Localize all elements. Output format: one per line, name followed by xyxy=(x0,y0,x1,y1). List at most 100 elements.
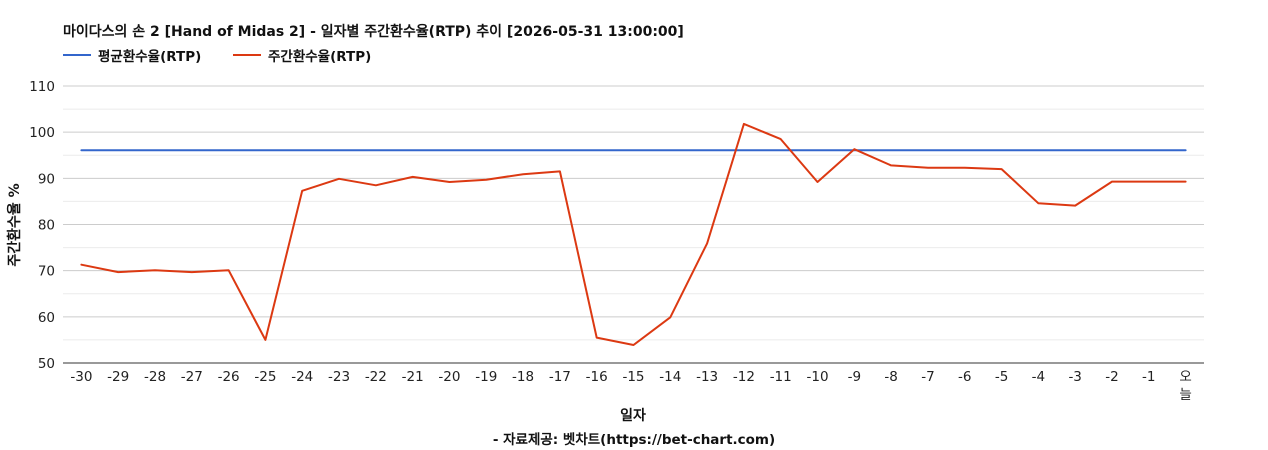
y-tick-label: 60 xyxy=(38,310,55,326)
weekly-rtp-point xyxy=(558,170,561,173)
x-tick-label: -27 xyxy=(181,369,203,385)
y-tick-label: 50 xyxy=(38,356,55,372)
weekly-rtp-point xyxy=(595,336,598,339)
weekly-rtp-point xyxy=(301,189,304,192)
average-rtp-point xyxy=(80,149,83,152)
source-credit: - 자료제공: 벳차트(https://bet-chart.com) xyxy=(492,432,776,448)
weekly-rtp-point xyxy=(80,263,83,266)
x-tick-label: -16 xyxy=(586,369,608,385)
weekly-rtp-point xyxy=(853,148,856,151)
weekly-rtp-point xyxy=(117,270,120,273)
weekly-rtp-point xyxy=(448,180,451,183)
weekly-rtp-point xyxy=(1110,180,1113,183)
weekly-rtp-point xyxy=(1037,202,1040,205)
weekly-rtp-point xyxy=(411,175,414,178)
weekly-rtp-line xyxy=(80,122,1187,346)
average-rtp-point xyxy=(301,149,304,152)
x-tick-label: -7 xyxy=(921,369,934,385)
x-tick-label: -2 xyxy=(1105,369,1118,385)
y-tick-label: 110 xyxy=(29,79,55,95)
x-tick-label: -25 xyxy=(254,369,276,385)
x-axis-title: 일자 xyxy=(620,408,646,424)
x-tick-label: -22 xyxy=(365,369,387,385)
x-tick-label: -5 xyxy=(995,369,1008,385)
x-tick-label: -14 xyxy=(659,369,681,385)
x-tick-label: -1 xyxy=(1142,369,1155,385)
average-rtp-point xyxy=(448,149,451,152)
legend-item-weekly[interactable]: 주간환수율(RTP) xyxy=(233,46,372,65)
x-tick-label: -15 xyxy=(622,369,644,385)
weekly-rtp-point xyxy=(264,338,267,341)
x-tick-label: -10 xyxy=(807,369,829,385)
weekly-rtp-point xyxy=(485,178,488,181)
average-rtp-point xyxy=(706,149,709,152)
average-rtp-point xyxy=(1147,149,1150,152)
average-rtp-point xyxy=(117,149,120,152)
y-tick-label: 70 xyxy=(38,264,55,280)
weekly-rtp-point xyxy=(227,269,230,272)
average-rtp-point xyxy=(558,149,561,152)
weekly-rtp-point xyxy=(190,270,193,273)
legend-swatch-average xyxy=(63,54,91,56)
weekly-rtp-point xyxy=(742,122,745,125)
average-rtp-point xyxy=(1110,149,1113,152)
average-rtp-point xyxy=(1184,149,1187,152)
average-rtp-point xyxy=(227,149,230,152)
average-rtp-point xyxy=(963,149,966,152)
average-rtp-point xyxy=(669,149,672,152)
average-rtp-point xyxy=(1037,149,1040,152)
x-tick-label: -18 xyxy=(512,369,534,385)
x-tick-label: -6 xyxy=(958,369,971,385)
x-tick-label: -24 xyxy=(291,369,313,385)
average-rtp-point xyxy=(816,149,819,152)
x-tick-label: -17 xyxy=(549,369,571,385)
weekly-rtp-point xyxy=(1074,204,1077,207)
legend-item-average[interactable]: 평균환수율(RTP) xyxy=(63,46,202,65)
weekly-rtp-point xyxy=(1000,168,1003,171)
average-rtp-point xyxy=(264,149,267,152)
average-rtp-point xyxy=(926,149,929,152)
legend-label-weekly: 주간환수율(RTP) xyxy=(268,49,372,65)
x-tick-label: -8 xyxy=(884,369,897,385)
weekly-rtp-point xyxy=(816,180,819,183)
weekly-rtp-point xyxy=(153,269,156,272)
x-tick-label: -13 xyxy=(696,369,718,385)
weekly-rtp-point xyxy=(1184,180,1187,183)
weekly-rtp-point xyxy=(1147,180,1150,183)
average-rtp-point xyxy=(190,149,193,152)
average-rtp-point xyxy=(153,149,156,152)
x-tick-label: -3 xyxy=(1068,369,1081,385)
weekly-rtp-point xyxy=(706,242,709,245)
average-rtp-point xyxy=(779,149,782,152)
x-tick-label: -28 xyxy=(144,369,166,385)
average-rtp-point xyxy=(521,149,524,152)
y-tick-label: 80 xyxy=(38,218,55,234)
weekly-rtp-point xyxy=(632,343,635,346)
average-rtp-point xyxy=(337,149,340,152)
average-rtp-point xyxy=(1000,149,1003,152)
x-tick-label: -9 xyxy=(848,369,861,385)
x-tick-label: -30 xyxy=(70,369,92,385)
x-tick-label: -4 xyxy=(1032,369,1045,385)
weekly-rtp-point xyxy=(521,173,524,176)
average-rtp-point xyxy=(632,149,635,152)
y-tick-label: 90 xyxy=(38,171,55,187)
legend-swatch-weekly xyxy=(233,54,261,56)
x-tick-label: -21 xyxy=(402,369,424,385)
average-rtp-point xyxy=(374,149,377,152)
weekly-rtp-point xyxy=(669,316,672,319)
x-tick-label: -26 xyxy=(218,369,240,385)
average-rtp-point xyxy=(742,149,745,152)
average-rtp-point xyxy=(1074,149,1077,152)
weekly-rtp-point xyxy=(337,177,340,180)
y-tick-label: 100 xyxy=(29,125,55,141)
x-tick-label: -19 xyxy=(475,369,497,385)
x-tick-label: -23 xyxy=(328,369,350,385)
average-rtp-point xyxy=(411,149,414,152)
weekly-rtp-point xyxy=(374,184,377,187)
x-tick-label: -12 xyxy=(733,369,755,385)
average-rtp-point xyxy=(595,149,598,152)
legend-label-average: 평균환수율(RTP) xyxy=(98,49,202,65)
